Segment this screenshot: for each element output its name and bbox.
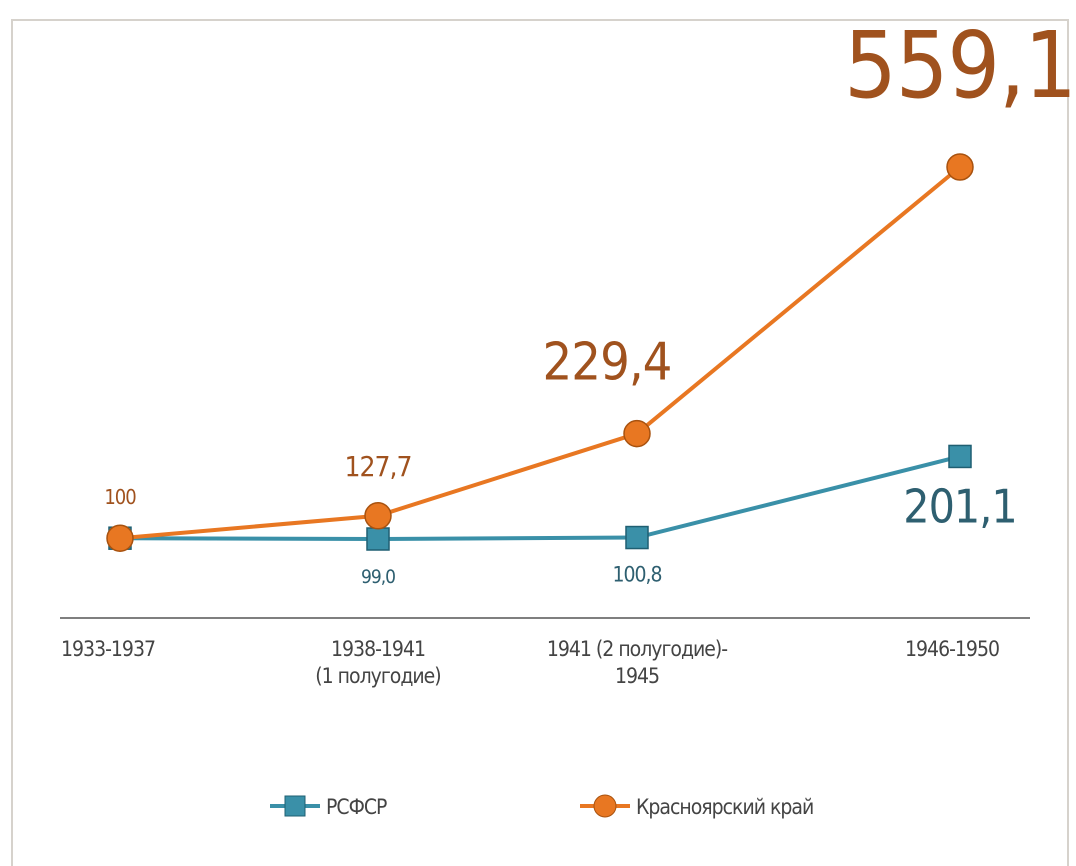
line [119, 454, 961, 542]
data-label: 100,8 [612, 563, 661, 587]
data-label: 127,7 [344, 450, 411, 483]
marker [946, 153, 974, 181]
data-label: 201,1 [903, 479, 1016, 533]
legend-marker [593, 794, 617, 818]
legend-label: Красноярский край [636, 795, 813, 819]
line [119, 165, 962, 541]
legend-label: РСФСР [326, 795, 387, 819]
marker [623, 419, 651, 448]
marker [625, 525, 649, 550]
marker [364, 502, 392, 530]
marker [106, 524, 134, 552]
x-tick-label: 1941 (2 полугодие)- 1945 [546, 637, 728, 688]
marker [948, 444, 972, 469]
x-tick-label: 1938-1941 (1 полугодие) [315, 637, 441, 688]
legend-marker [284, 795, 306, 817]
data-label: 99,0 [361, 566, 395, 588]
data-label: 229,4 [543, 333, 672, 393]
frame [11, 19, 1069, 866]
data-label: 100 [104, 485, 136, 509]
x-tick-label: 1946-1950 [905, 637, 1000, 661]
data-label: 559,1 [844, 12, 1076, 119]
x-tick-label: 1933-1937 [61, 637, 156, 661]
marker [366, 527, 390, 551]
